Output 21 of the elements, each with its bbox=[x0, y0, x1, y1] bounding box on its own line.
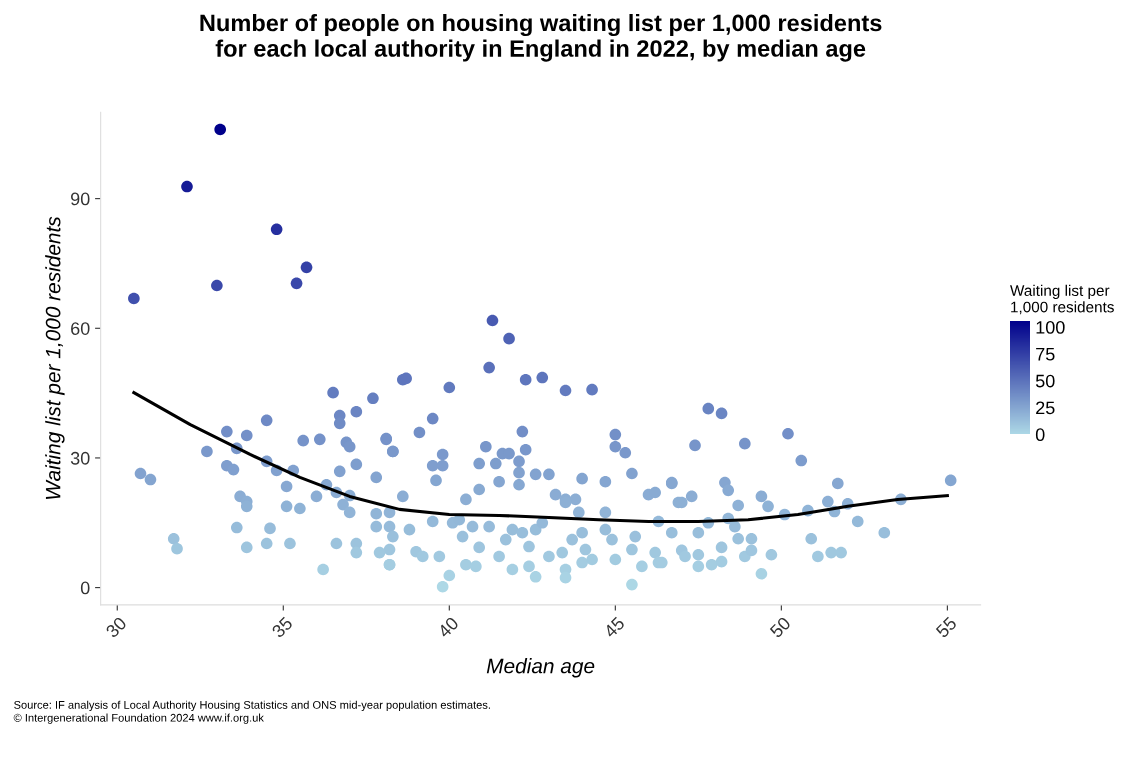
text: © Intergenerational Foundation 2024 www.if.org.uk bbox=[13, 713, 264, 724]
color-bar-label: 75 bbox=[1036, 348, 1055, 361]
source-note: Source: IF analysis of Local Authority Housing Statistics and ONS mid-year population estimates. bbox=[14, 700, 490, 712]
x-tick-label: 45 bbox=[603, 616, 626, 639]
chart-title: Number of people on housing waiting list per 1,000 residents for each local authority in England in 2022, by median age bbox=[200, 13, 882, 62]
y-tick-label: 60 bbox=[71, 322, 90, 335]
x-tick-label: 40 bbox=[436, 616, 460, 639]
x-tick-label: 30 bbox=[105, 616, 128, 639]
color-bar-title: Waiting list per 1,000 residents bbox=[1010, 284, 1114, 315]
color-bar-label: 100 bbox=[1036, 321, 1065, 334]
x-tick-label: 55 bbox=[935, 616, 958, 639]
y-tick-label: 90 bbox=[71, 192, 90, 206]
x-tick-label: 50 bbox=[769, 616, 792, 639]
y-tick-label: 0 bbox=[80, 581, 90, 595]
x-tick-label: 35 bbox=[271, 616, 294, 639]
y-tick-label: 30 bbox=[70, 451, 90, 465]
color-bar-label: 25 bbox=[1036, 401, 1055, 415]
color-bar-label: 50 bbox=[1035, 374, 1055, 388]
y-axis-title: Waiting list per 1,000 residents bbox=[45, 216, 65, 499]
color-bar-label: 0 bbox=[1035, 428, 1045, 442]
x-axis-title: Median age bbox=[486, 658, 595, 678]
